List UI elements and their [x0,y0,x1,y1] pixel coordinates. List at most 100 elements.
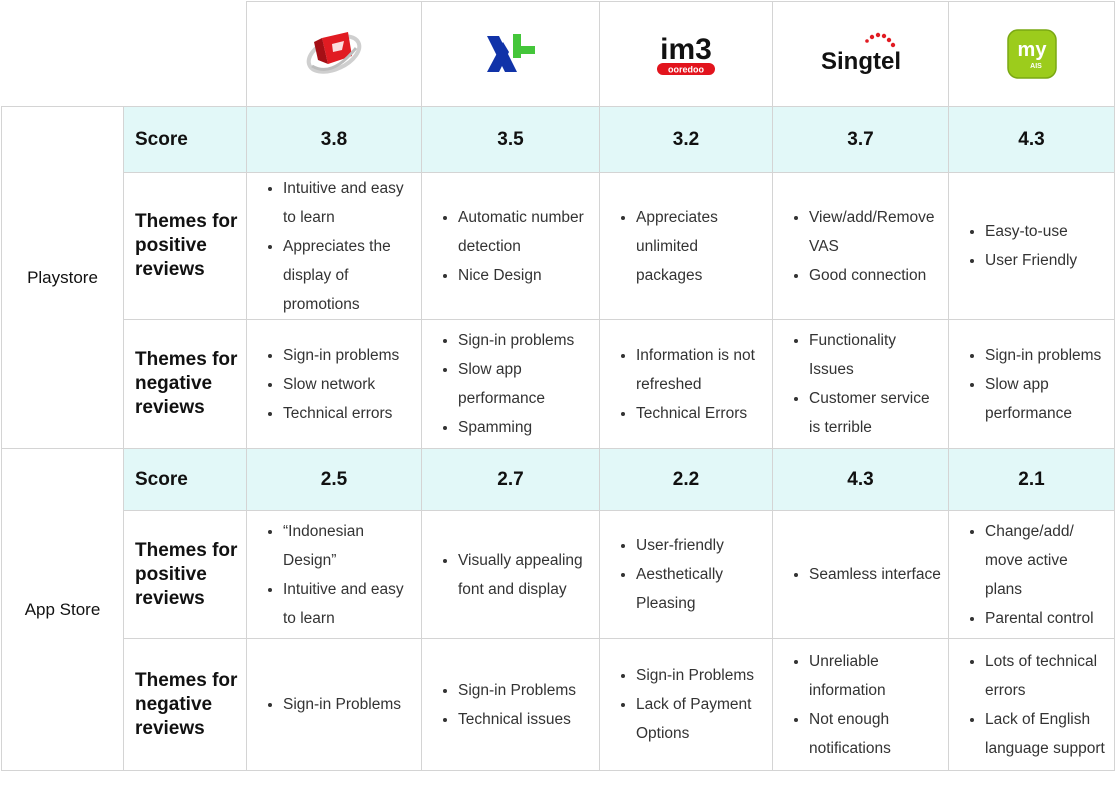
provider-header-im3: im3 ooredoo [599,1,773,107]
theme-item: Not enough notifications [809,705,942,763]
theme-item: Information is not refreshed [636,341,766,399]
positive-themes-xl: Automatic number detectionNice Design [421,172,600,320]
theme-list: Change/add/ move active plansParental co… [949,517,1114,633]
theme-item: Sign-in Problems [283,690,415,719]
theme-item: Slow app performance [985,370,1108,428]
theme-item: Intuitive and easy to learn [283,174,415,232]
theme-item: Automatic number detection [458,203,593,261]
score-singtel: 4.3 [772,448,949,511]
theme-item: Sign-in problems [458,326,593,355]
negative-themes-telkomsel: Sign-in problemsSlow networkTechnical er… [246,319,422,449]
theme-item: Lack of English language support [985,705,1108,763]
theme-list: Sign-in problemsSlow networkTechnical er… [247,341,421,428]
myais-logo-text: my [1017,39,1047,61]
theme-item: Lack of Payment Options [636,690,766,748]
theme-item: Visually appealing font and display [458,546,593,604]
theme-list: Sign-in ProblemsTechnical issues [422,676,599,734]
theme-list: Sign-in problemsSlow app performance [949,341,1114,428]
myais-logo-icon: my AIS [949,28,1114,80]
store-group-label: Playstore [1,106,124,449]
theme-item: Appreciates unlimited packages [636,203,766,290]
theme-item: Intuitive and easy to learn [283,575,415,633]
positive-themes-myais: Easy-to-useUser Friendly [948,172,1115,320]
theme-item: Slow app performance [458,355,593,413]
myais-logo-subtext: AIS [1030,63,1042,70]
theme-item: Good connection [809,261,942,290]
negative-themes-singtel: Functionality IssuesCustomer service is … [772,319,949,449]
im3-logo-icon: im3 ooredoo [600,29,772,79]
theme-item: Lots of technical errors [985,647,1108,705]
negative-themes-telkomsel: Sign-in Problems [246,638,422,771]
negative-row: Themes for negative reviewsSign-in probl… [2,319,1115,449]
score-myais: 2.1 [948,448,1115,511]
theme-list: “Indonesian Design”Intuitive and easy to… [247,517,421,633]
positive-themes-im3: Appreciates unlimited packages [599,172,773,320]
score-row-label: Score [123,448,247,511]
theme-list: Seamless interface [773,560,948,589]
singtel-logo-icon: Singtel [773,29,948,79]
positive-themes-im3: User-friendlyAesthetically Pleasing [599,510,773,639]
im3-logo-subtext: ooredoo [668,65,704,75]
comparison-table: im3 ooredoo Singtel [1,1,1115,771]
theme-list: Visually appealing font and display [422,546,599,604]
theme-item: Sign-in Problems [636,661,766,690]
theme-list: Appreciates unlimited packages [600,203,772,290]
theme-list: Intuitive and easy to learnAppreciates t… [247,174,421,319]
score-xl: 2.7 [421,448,600,511]
theme-item: Easy-to-use [985,217,1108,246]
theme-item: Technical errors [283,399,415,428]
positive-themes-xl: Visually appealing font and display [421,510,600,639]
positive-themes-singtel: View/add/Remove VASGood connection [772,172,949,320]
xl-logo-icon [422,30,599,78]
theme-list: User-friendlyAesthetically Pleasing [600,531,772,618]
negative-row: Themes for negative reviews Sign-in Probl… [2,638,1115,771]
provider-header-xl [421,1,600,107]
score-row-label: Score [123,106,247,173]
theme-item: Nice Design [458,261,593,290]
positive-row: Themes for positive reviewsIntuitive and… [2,172,1115,320]
negative-themes-im3: Information is not refreshedTechnical Er… [599,319,773,449]
score-im3: 3.2 [599,106,773,173]
store-group-label: App Store [1,448,124,771]
theme-item: Sign-in Problems [458,676,593,705]
score-xl: 3.5 [421,106,600,173]
theme-item: Slow network [283,370,415,399]
theme-item: Sign-in problems [283,341,415,370]
theme-item: User-friendly [636,531,766,560]
theme-list: Functionality IssuesCustomer service is … [773,326,948,442]
theme-item: Aesthetically Pleasing [636,560,766,618]
theme-item: “Indonesian Design” [283,517,415,575]
theme-list: Easy-to-useUser Friendly [949,217,1114,275]
theme-item: Change/add/ move active plans [985,517,1108,604]
positive-themes-telkomsel: Intuitive and easy to learnAppreciates t… [246,172,422,320]
theme-item: Technical issues [458,705,593,734]
provider-header-myais: my AIS [948,1,1115,107]
corner-cell [1,1,247,107]
theme-item: Sign-in problems [985,341,1108,370]
theme-item: Spamming [458,413,593,442]
theme-list: Information is not refreshedTechnical Er… [600,341,772,428]
theme-list: Sign-in problemsSlow app performanceSpam… [422,326,599,442]
theme-list: View/add/Remove VASGood connection [773,203,948,290]
positive-themes-myais: Change/add/ move active plansParental co… [948,510,1115,639]
theme-item: Functionality Issues [809,326,942,384]
negative-themes-im3: Sign-in ProblemsLack of Payment Options [599,638,773,771]
theme-list: Lots of technical errorsLack of English … [949,647,1114,763]
negative-row-label: Themes for negative reviews [123,319,247,449]
negative-themes-myais: Lots of technical errorsLack of English … [948,638,1115,771]
im3-logo-text: im3 [660,33,712,66]
score-singtel: 3.7 [772,106,949,173]
score-telkomsel: 2.5 [246,448,422,511]
theme-list: Automatic number detectionNice Design [422,203,599,290]
singtel-logo-text: Singtel [820,48,900,75]
provider-header-singtel: Singtel [772,1,949,107]
score-row: App Store Score 2.5 2.7 2.2 4.3 2.1 [1,448,1115,771]
theme-item: Seamless interface [809,560,942,589]
score-myais: 4.3 [948,106,1115,173]
theme-list: Sign-in ProblemsLack of Payment Options [600,661,772,748]
theme-item: Unreliable information [809,647,942,705]
provider-header-telkomsel [246,1,422,107]
theme-list: Unreliable informationNot enough notific… [773,647,948,763]
theme-item: Appreciates the display of promotions [283,232,415,319]
positive-row-label: Themes for positive reviews [123,172,247,320]
